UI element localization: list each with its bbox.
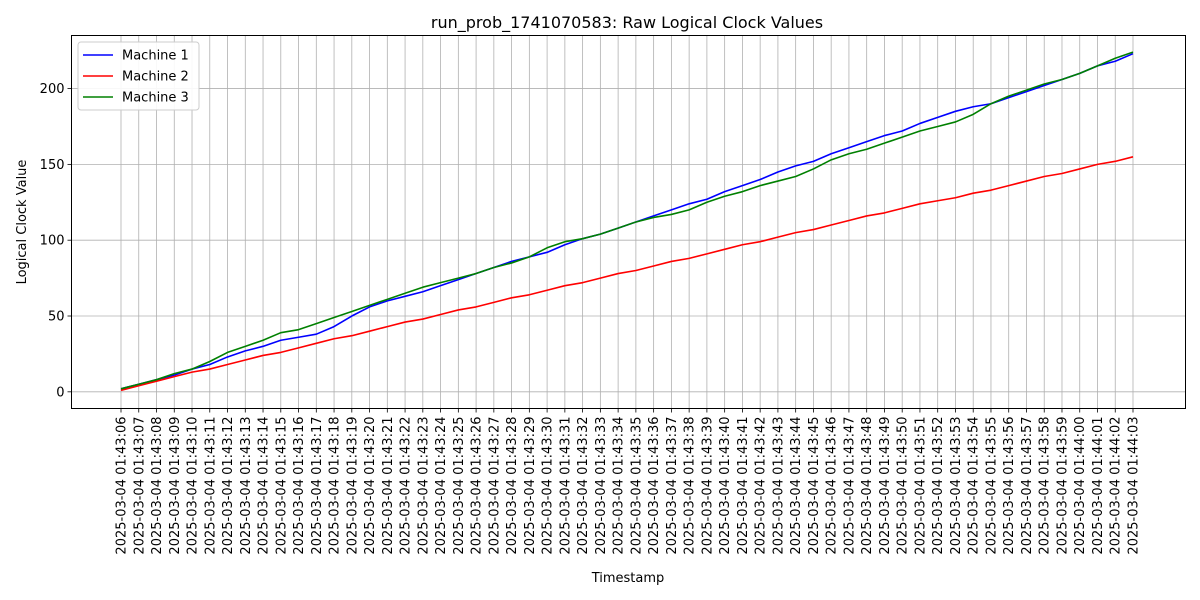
x-tick-label: 2025-03-04 01:43:38 bbox=[683, 417, 698, 555]
x-tick-label: 2025-03-04 01:43:35 bbox=[629, 417, 644, 555]
x-tick-label: 2025-03-04 01:43:07 bbox=[132, 417, 147, 555]
x-axis-ticks: 2025-03-04 01:43:06 2025-03-04 01:43:07 20… bbox=[115, 408, 1142, 555]
x-tick-label: 2025-03-04 01:43:17 bbox=[310, 417, 325, 555]
legend-label: Machine 2 bbox=[122, 70, 189, 85]
x-tick-label: 2025-03-04 01:43:21 bbox=[381, 417, 396, 555]
x-tick-label: 2025-03-04 01:43:16 bbox=[292, 417, 307, 555]
series-line-machine-1 bbox=[120, 52, 1134, 390]
plot-frame bbox=[71, 35, 1186, 409]
y-tick-label: 150 bbox=[40, 158, 65, 173]
x-tick-label: 2025-03-04 01:43:39 bbox=[700, 417, 715, 555]
x-tick-label: 2025-03-04 01:43:33 bbox=[594, 417, 609, 555]
x-axis-label: Timestamp bbox=[591, 571, 665, 586]
x-tick-label: 2025-03-04 01:43:34 bbox=[612, 417, 627, 555]
x-tick-label: 2025-03-04 01:43:32 bbox=[576, 417, 591, 555]
x-tick-label: 2025-03-04 01:43:12 bbox=[221, 417, 236, 555]
series-line-machine-2 bbox=[120, 156, 1134, 392]
legend-label: Machine 3 bbox=[122, 91, 189, 106]
x-tick-label: 2025-03-04 01:43:59 bbox=[1055, 417, 1070, 555]
x-tick-label: 2025-03-04 01:43:42 bbox=[754, 417, 769, 555]
y-tick-label: 50 bbox=[48, 310, 65, 325]
x-tick-label: 2025-03-04 01:43:14 bbox=[257, 417, 272, 555]
x-tick-label: 2025-03-04 01:43:49 bbox=[878, 417, 893, 555]
x-tick-label: 2025-03-04 01:44:02 bbox=[1109, 417, 1124, 555]
x-tick-label: 2025-03-04 01:43:43 bbox=[771, 417, 786, 555]
x-tick-label: 2025-03-04 01:43:55 bbox=[984, 417, 999, 555]
x-tick-label: 2025-03-04 01:44:00 bbox=[1073, 417, 1088, 555]
x-tick-label: 2025-03-04 01:43:52 bbox=[931, 417, 946, 555]
x-tick-label: 2025-03-04 01:43:26 bbox=[470, 417, 485, 555]
x-tick-label: 2025-03-04 01:43:15 bbox=[274, 417, 289, 555]
legend-box bbox=[77, 41, 200, 111]
y-tick-label: 0 bbox=[56, 385, 64, 400]
x-tick-label: 2025-03-04 01:43:09 bbox=[168, 417, 183, 555]
x-tick-label: 2025-03-04 01:43:31 bbox=[558, 417, 573, 555]
x-tick-label: 2025-03-04 01:43:46 bbox=[825, 417, 840, 555]
legend-label: Machine 1 bbox=[122, 49, 189, 64]
x-tick-label: 2025-03-04 01:44:01 bbox=[1091, 417, 1106, 555]
x-tick-label: 2025-03-04 01:43:36 bbox=[647, 417, 662, 555]
x-tick-label: 2025-03-04 01:43:54 bbox=[967, 417, 982, 555]
x-tick-label: 2025-03-04 01:43:27 bbox=[487, 417, 502, 555]
series-lines bbox=[120, 51, 1134, 392]
x-tick-label: 2025-03-04 01:43:22 bbox=[399, 417, 414, 555]
x-tick-label: 2025-03-04 01:43:50 bbox=[896, 417, 911, 555]
x-tick-label: 2025-03-04 01:43:58 bbox=[1038, 417, 1053, 555]
x-tick-label: 2025-03-04 01:44:03 bbox=[1127, 417, 1142, 555]
legend: Machine 1 Machine 2 Machine 3 bbox=[77, 41, 200, 111]
x-tick-label: 2025-03-04 01:43:40 bbox=[718, 417, 733, 555]
x-tick-label: 2025-03-04 01:43:08 bbox=[150, 417, 165, 555]
x-tick-label: 2025-03-04 01:43:56 bbox=[1002, 417, 1017, 555]
x-tick-label: 2025-03-04 01:43:44 bbox=[789, 417, 804, 555]
x-tick-label: 2025-03-04 01:43:51 bbox=[913, 417, 928, 555]
x-tick-label: 2025-03-04 01:43:20 bbox=[363, 417, 378, 555]
y-tick-label: 100 bbox=[40, 234, 65, 249]
x-tick-label: 2025-03-04 01:43:29 bbox=[523, 417, 538, 555]
x-tick-label: 2025-03-04 01:43:11 bbox=[203, 417, 218, 555]
chart-title: run_prob_1741070583: Raw Logical Clock V… bbox=[431, 13, 823, 33]
x-tick-label: 2025-03-04 01:43:13 bbox=[239, 417, 254, 555]
y-axis-ticks: 0 50 100 150 200 bbox=[40, 82, 72, 400]
x-tick-label: 2025-03-04 01:43:23 bbox=[416, 417, 431, 555]
x-tick-label: 2025-03-04 01:43:25 bbox=[452, 417, 467, 555]
grid-lines bbox=[71, 35, 1186, 409]
x-tick-label: 2025-03-04 01:43:41 bbox=[736, 417, 751, 555]
x-tick-label: 2025-03-04 01:43:45 bbox=[807, 417, 822, 555]
x-tick-label: 2025-03-04 01:43:28 bbox=[505, 417, 520, 555]
series-line-machine-3 bbox=[120, 51, 1134, 390]
x-tick-label: 2025-03-04 01:43:30 bbox=[541, 417, 556, 555]
x-tick-label: 2025-03-04 01:43:57 bbox=[1020, 417, 1035, 555]
y-axis-label: Logical Clock Value bbox=[15, 160, 30, 285]
y-tick-label: 200 bbox=[40, 82, 65, 97]
x-tick-label: 2025-03-04 01:43:19 bbox=[345, 417, 360, 555]
x-tick-label: 2025-03-04 01:43:53 bbox=[949, 417, 964, 555]
x-tick-label: 2025-03-04 01:43:24 bbox=[434, 417, 449, 555]
x-tick-label: 2025-03-04 01:43:37 bbox=[665, 417, 680, 555]
x-tick-label: 2025-03-04 01:43:18 bbox=[328, 417, 343, 555]
x-tick-label: 2025-03-04 01:43:48 bbox=[860, 417, 875, 555]
x-tick-label: 2025-03-04 01:43:47 bbox=[842, 417, 857, 555]
x-tick-label: 2025-03-04 01:43:06 bbox=[115, 417, 130, 555]
x-tick-label: 2025-03-04 01:43:10 bbox=[186, 417, 201, 555]
